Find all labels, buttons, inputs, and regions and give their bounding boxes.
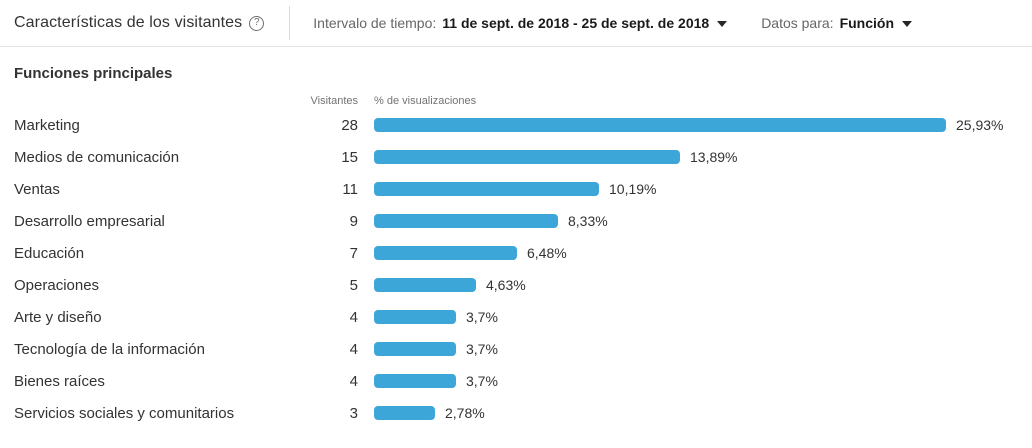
row-bar	[374, 374, 456, 388]
row-label: Educación	[14, 244, 85, 262]
row-pct-label: 10,19%	[609, 181, 657, 197]
row-bar	[374, 406, 435, 420]
table-row: Desarrollo empresarial 9 8,33%	[14, 205, 1018, 237]
chevron-down-icon	[902, 21, 912, 27]
data-for-dropdown[interactable]: Datos para: Función	[761, 15, 912, 31]
section-title: Funciones principales	[14, 65, 173, 82]
row-label: Operaciones	[14, 276, 100, 294]
row-visitors-value: 9	[349, 212, 358, 230]
row-pct-label: 3,7%	[466, 373, 498, 389]
row-visitors-value: 11	[342, 180, 358, 198]
row-visitors-value: 4	[349, 308, 358, 326]
functions-table-rows: Marketing 28 25,93% Medios de comunicaci…	[14, 109, 1018, 429]
row-visitors-value: 4	[349, 372, 358, 390]
row-visitors-value: 4	[349, 340, 358, 358]
row-visitors-value: 7	[349, 244, 358, 262]
time-range-label: Intervalo de tiempo:	[313, 15, 437, 31]
row-visitors-value: 15	[341, 148, 358, 166]
row-pct-label: 13,89%	[690, 149, 738, 165]
row-label: Marketing	[14, 116, 80, 134]
chevron-down-icon	[717, 21, 728, 27]
row-label: Servicios sociales y comunitarios	[14, 404, 235, 422]
table-row: Ventas 11 10,19%	[14, 173, 1018, 205]
column-header-visitors: Visitantes	[310, 95, 359, 107]
row-visitors-value: 3	[349, 404, 358, 422]
row-visitors-value: 28	[341, 116, 358, 134]
row-pct-label: 6,48%	[527, 245, 567, 261]
table-row: Marketing 28 25,93%	[14, 109, 1018, 141]
table-row: Educación 7 6,48%	[14, 237, 1018, 269]
table-row: Tecnología de la información 4 3,7%	[14, 333, 1018, 365]
column-header-views-pct: % de visualizaciones	[374, 95, 477, 107]
help-icon[interactable]: ?	[249, 15, 265, 31]
row-bar	[374, 278, 476, 292]
header-divider	[289, 6, 291, 40]
row-label: Desarrollo empresarial	[14, 212, 165, 230]
table-row: Operaciones 5 4,63%	[14, 269, 1018, 301]
time-range-dropdown[interactable]: Intervalo de tiempo: 11 de sept. de 2018…	[313, 15, 728, 31]
data-for-label: Datos para:	[761, 15, 834, 31]
page-title: Características de los visitantes	[14, 14, 243, 31]
row-visitors-value: 5	[349, 276, 358, 294]
row-bar	[374, 214, 558, 228]
row-bar	[374, 182, 599, 196]
data-for-value: Función	[839, 15, 894, 31]
table-row: Bienes raíces 4 3,7%	[14, 365, 1018, 397]
row-label: Arte y diseño	[14, 308, 102, 326]
row-pct-label: 4,63%	[486, 277, 526, 293]
table-row: Servicios sociales y comunitarios 3 2,78…	[14, 397, 1018, 429]
panel-header: Características de los visitantes ? Inte…	[0, 0, 1032, 47]
row-label: Bienes raíces	[14, 372, 105, 390]
row-label: Tecnología de la información	[14, 340, 205, 358]
row-bar	[374, 310, 456, 324]
row-label: Medios de comunicación	[14, 148, 180, 166]
row-bar	[374, 118, 946, 132]
functions-section: Funciones principales Visitantes % de vi…	[0, 47, 1032, 429]
time-range-value: 11 de sept. de 2018 - 25 de sept. de 201…	[442, 15, 710, 31]
row-bar	[374, 150, 680, 164]
row-bar	[374, 342, 456, 356]
row-bar	[374, 246, 517, 260]
row-pct-label: 8,33%	[568, 213, 608, 229]
row-pct-label: 2,78%	[445, 405, 485, 421]
row-pct-label: 3,7%	[466, 341, 498, 357]
table-row: Medios de comunicación 15 13,89%	[14, 141, 1018, 173]
row-label: Ventas	[14, 180, 60, 198]
row-pct-label: 3,7%	[466, 309, 498, 325]
table-row: Arte y diseño 4 3,7%	[14, 301, 1018, 333]
column-headers: Visitantes % de visualizaciones	[14, 93, 1018, 109]
row-pct-label: 25,93%	[956, 117, 1004, 133]
